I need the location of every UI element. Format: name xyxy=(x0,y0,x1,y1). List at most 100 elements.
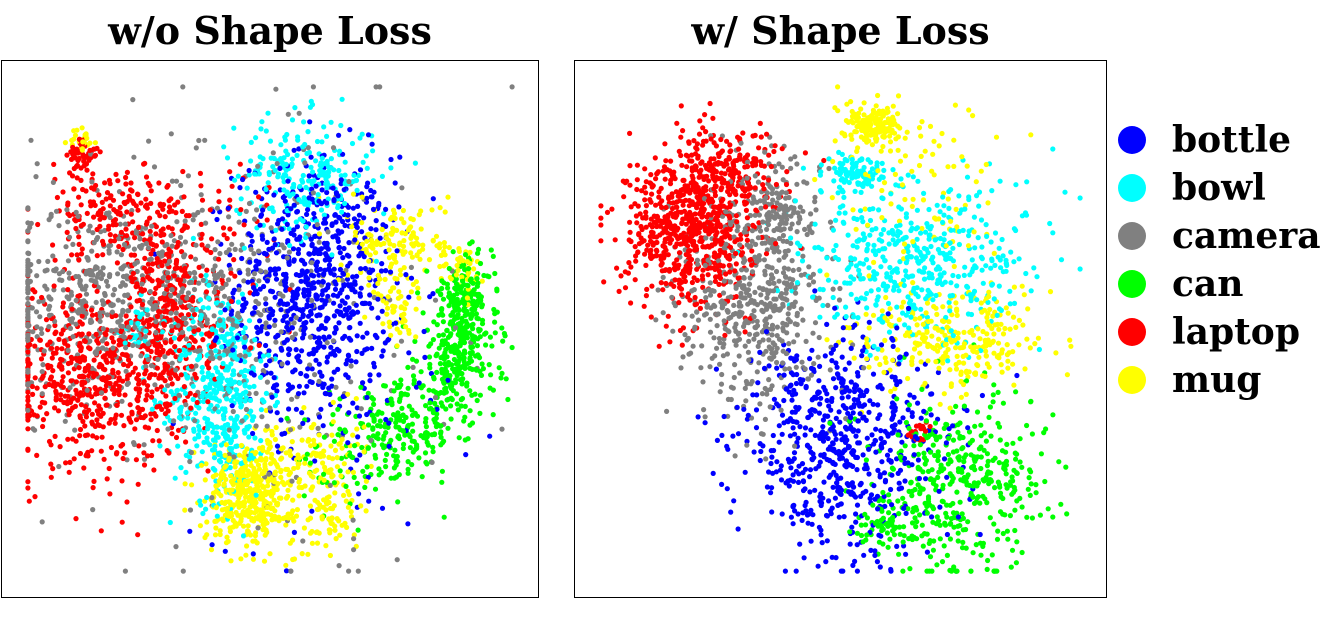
point-bowl-left xyxy=(232,379,238,385)
point-camera-left xyxy=(94,274,100,280)
point-camera-left xyxy=(236,314,242,320)
point-laptop-left xyxy=(191,311,198,318)
point-mug-left xyxy=(455,267,461,273)
point-bottle-left xyxy=(322,325,328,332)
point-mug-left xyxy=(261,513,267,520)
point-can-left xyxy=(433,415,439,421)
point-laptop-left xyxy=(130,219,136,225)
point-laptop-left xyxy=(160,347,166,353)
point-camera-left xyxy=(75,213,81,219)
point-can-left xyxy=(457,343,463,349)
point-laptop-left xyxy=(132,426,138,432)
point-camera-left xyxy=(131,246,137,252)
point-bottle-left xyxy=(342,222,348,229)
point-mug-left xyxy=(408,235,414,241)
point-mug-left xyxy=(413,279,419,285)
point-can-left xyxy=(445,285,451,291)
point-laptop-left xyxy=(93,331,99,337)
point-bowl-left xyxy=(222,427,228,433)
point-can-left xyxy=(412,446,418,453)
point-bottle-left xyxy=(301,324,308,330)
point-can-left xyxy=(467,388,473,394)
point-laptop-left xyxy=(76,343,83,349)
point-bowl-left xyxy=(186,342,192,348)
point-camera-left xyxy=(108,328,114,334)
point-can-left xyxy=(391,465,397,471)
point-mug-left xyxy=(306,436,312,443)
point-bottle-left xyxy=(357,452,363,458)
point-bottle-left xyxy=(362,347,368,353)
point-bottle-left xyxy=(430,196,436,202)
point-camera-left xyxy=(253,390,259,396)
point-laptop-left xyxy=(135,532,141,538)
point-laptop-left xyxy=(166,349,173,355)
point-can-left xyxy=(460,296,466,302)
point-can-left xyxy=(470,336,476,342)
point-laptop-left xyxy=(166,253,172,259)
point-laptop-left xyxy=(103,196,109,202)
point-camera-left xyxy=(90,272,96,278)
point-can-left xyxy=(410,373,417,379)
point-camera-left xyxy=(245,271,251,277)
point-mug-left xyxy=(305,517,311,523)
point-laptop-left xyxy=(73,379,79,385)
point-can-left xyxy=(448,331,454,337)
point-bottle-left xyxy=(361,215,367,221)
point-mug-left xyxy=(79,146,85,152)
point-bottle-left xyxy=(222,307,228,313)
point-camera-left xyxy=(314,222,320,228)
point-mug-left xyxy=(401,265,407,271)
point-camera-left xyxy=(114,249,120,255)
point-can-left xyxy=(364,464,370,470)
point-bottle-left xyxy=(283,277,289,283)
point-mug-left xyxy=(306,470,313,476)
point-laptop-left xyxy=(59,346,65,352)
point-bottle-left xyxy=(288,316,294,322)
point-can-left xyxy=(502,333,508,339)
point-bottle-left xyxy=(321,334,327,340)
point-bowl-left xyxy=(265,110,271,116)
point-bottle-left xyxy=(324,244,330,250)
point-laptop-left xyxy=(88,203,94,209)
point-bottle-left xyxy=(371,364,377,370)
point-bottle-left xyxy=(324,200,330,206)
point-mug-left xyxy=(299,437,305,443)
point-can-left xyxy=(457,328,463,334)
point-can-left xyxy=(459,371,465,377)
point-bowl-left xyxy=(270,208,276,215)
point-bowl-left xyxy=(220,360,226,367)
point-bottle-left xyxy=(298,257,305,263)
point-can-left xyxy=(434,322,440,328)
point-can-left xyxy=(474,343,480,349)
point-bottle-left xyxy=(386,443,392,449)
point-bowl-left xyxy=(284,189,290,195)
point-mug-left xyxy=(253,488,259,494)
point-laptop-left xyxy=(179,249,185,255)
point-mug-left xyxy=(271,497,277,503)
point-mug-left xyxy=(379,226,385,233)
point-can-left xyxy=(370,426,376,432)
point-bottle-left xyxy=(348,358,354,364)
point-camera-left xyxy=(190,217,196,223)
point-bottle-left xyxy=(291,202,297,208)
point-laptop-left xyxy=(63,460,69,466)
point-bottle-left xyxy=(357,320,363,326)
point-can-left xyxy=(440,296,447,302)
point-bottle-left xyxy=(296,146,302,152)
point-camera-left xyxy=(289,282,295,288)
point-laptop-left xyxy=(48,474,54,480)
point-bottle-left xyxy=(406,294,412,300)
point-mug-left xyxy=(387,324,393,330)
point-laptop-left xyxy=(153,224,159,230)
point-bowl-left xyxy=(311,178,317,184)
point-bowl-left xyxy=(357,135,363,141)
point-camera-left xyxy=(286,249,292,255)
point-laptop-left xyxy=(113,313,119,319)
point-laptop-left xyxy=(162,340,169,346)
point-laptop-left xyxy=(56,336,62,342)
point-camera-left xyxy=(273,86,279,92)
point-bowl-left xyxy=(296,196,302,203)
point-camera-left xyxy=(130,97,136,103)
point-bottle-left xyxy=(288,206,294,212)
point-laptop-left xyxy=(197,170,203,176)
